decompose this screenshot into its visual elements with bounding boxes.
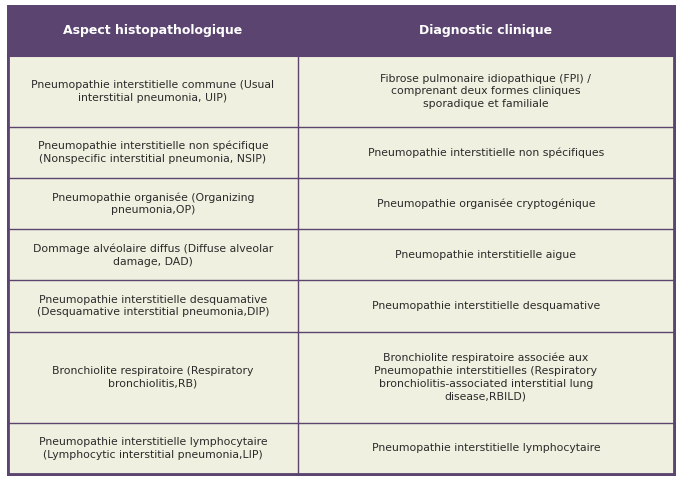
Text: Pneumopathie interstitielle desquamative: Pneumopathie interstitielle desquamative: [372, 301, 600, 311]
Text: Pneumopathie interstitielle lymphocytaire
(Lymphocytic interstitial pneumonia,LI: Pneumopathie interstitielle lymphocytair…: [39, 437, 267, 460]
Text: Pneumopathie organisée cryptogénique: Pneumopathie organisée cryptogénique: [376, 198, 595, 209]
Text: Pneumopathie interstitielle non spécifique
(Nonspecific interstitial pneumonia, : Pneumopathie interstitielle non spécifiq…: [38, 141, 268, 164]
Text: Pneumopathie interstitielle desquamative
(Desquamative interstitial pneumonia,DI: Pneumopathie interstitielle desquamative…: [37, 295, 269, 317]
Text: Pneumopathie organisée (Organizing
pneumonia,OP): Pneumopathie organisée (Organizing pneum…: [52, 192, 254, 216]
Text: Aspect histopathologique: Aspect histopathologique: [63, 24, 243, 37]
Bar: [8, 423, 674, 474]
Bar: [8, 127, 674, 178]
Text: Pneumopathie interstitielle commune (Usual
interstitial pneumonia, UIP): Pneumopathie interstitielle commune (Usu…: [31, 80, 274, 103]
Bar: [8, 56, 674, 127]
Bar: [8, 332, 674, 423]
Text: Pneumopathie interstitielle non spécifiques: Pneumopathie interstitielle non spécifiq…: [368, 147, 604, 158]
Text: Diagnostic clinique: Diagnostic clinique: [419, 24, 552, 37]
Bar: [8, 178, 674, 229]
Text: Bronchiolite respiratoire associée aux
Pneumopathie interstitielles (Respiratory: Bronchiolite respiratoire associée aux P…: [374, 353, 597, 402]
Bar: [8, 6, 674, 56]
Bar: [8, 280, 674, 332]
Text: Pneumopathie interstitielle aigue: Pneumopathie interstitielle aigue: [396, 250, 576, 260]
Bar: [8, 229, 674, 280]
Text: Pneumopathie interstitielle lymphocytaire: Pneumopathie interstitielle lymphocytair…: [372, 444, 600, 454]
Text: Dommage alvéolaire diffus (Diffuse alveolar
damage, DAD): Dommage alvéolaire diffus (Diffuse alveo…: [33, 243, 273, 266]
Text: Bronchiolite respiratoire (Respiratory
bronchiolitis,RB): Bronchiolite respiratoire (Respiratory b…: [52, 366, 254, 389]
Text: Fibrose pulmonaire idiopathique (FPI) /
comprenant deux formes cliniques
sporadi: Fibrose pulmonaire idiopathique (FPI) / …: [381, 73, 591, 109]
